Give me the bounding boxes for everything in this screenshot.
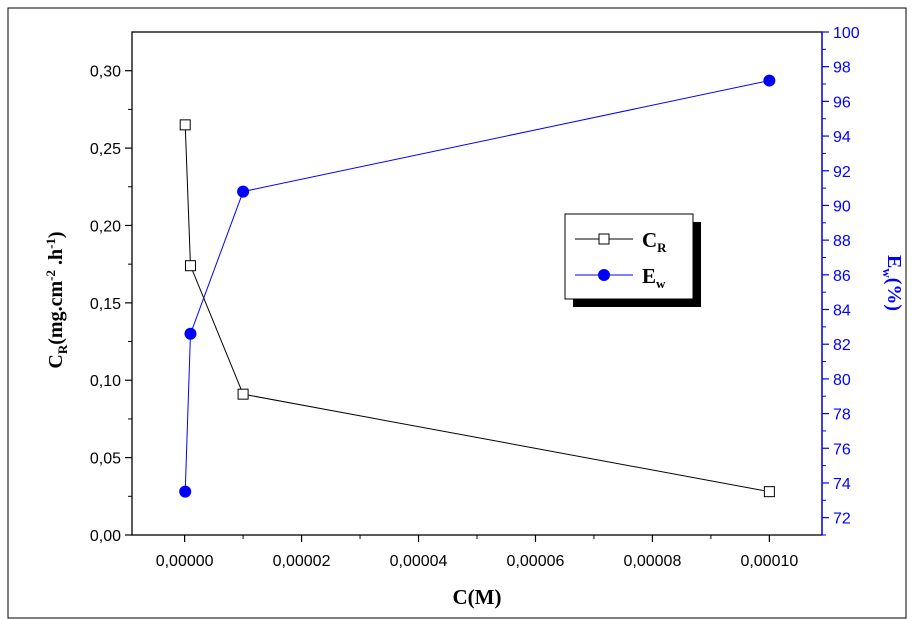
y-right-tick-label: 80	[833, 372, 851, 389]
x-axis-title: C(M)	[453, 585, 502, 609]
y-left-title-rest: (mg.cm	[45, 281, 67, 345]
data-point-cr	[237, 388, 249, 400]
x-tick-label: 0,00010	[740, 553, 798, 570]
legend: CR Ew	[564, 213, 701, 307]
y-left-tick-label: 0,00	[90, 528, 121, 545]
legend-cr-sub: R	[657, 240, 667, 255]
x-tick-label: 0,00008	[624, 553, 682, 570]
y-right-tick-label: 96	[833, 94, 851, 111]
y-right-tick-label: 88	[833, 233, 851, 250]
y-left-title-mid: .h	[45, 249, 67, 270]
y-right-tick-label: 82	[833, 337, 851, 354]
legend-cr-main: C	[642, 228, 657, 252]
x-tick-label: 0,00004	[390, 553, 448, 570]
y-right-axis: 72 74 76 78 80 82 84 86 88 90 92 94 96 98 100	[821, 25, 860, 536]
y-right-tick-label: 94	[833, 129, 851, 146]
legend-label-ew: Ew	[642, 264, 666, 291]
y-left-tick-label: 0,10	[90, 373, 121, 390]
legend-marker-cr	[598, 233, 610, 245]
y-right-tick-label: 100	[833, 25, 860, 42]
legend-ew-sub: w	[656, 276, 666, 291]
legend-ew-main: E	[642, 264, 656, 288]
y-right-tick-label: 72	[833, 511, 851, 528]
y-left-axis-title: CR(mg.cm-2 .h-1)	[43, 231, 70, 368]
y-left-axis: 0,00 0,05 0,10 0,15 0,20 0,25 0,30	[90, 64, 132, 545]
outer-frame	[7, 7, 907, 619]
y-left-tick-label: 0,20	[90, 218, 121, 235]
data-point-cr	[179, 119, 191, 131]
y-left-tick-label: 0,05	[90, 451, 121, 468]
legend-label-cr: CR	[642, 228, 667, 255]
y-left-tick-label: 0,25	[90, 141, 121, 158]
legend-marker-ew	[598, 269, 610, 281]
y-left-title-sup2: -1	[43, 238, 58, 249]
x-axis: 0,00000 0,00002 0,00004 0,00006 0,00008 0,000…	[156, 535, 798, 570]
y-right-tick-label: 90	[833, 198, 851, 215]
data-point-ew	[184, 327, 197, 340]
y-right-title-main: E	[883, 255, 905, 268]
y-left-title-end: )	[45, 231, 67, 238]
y-right-tick-label: 98	[833, 60, 851, 77]
plot-area-frame	[131, 31, 823, 536]
x-tick-label: 0,00006	[507, 553, 565, 570]
data-point-cr	[763, 486, 775, 498]
data-point-cr	[184, 260, 196, 272]
y-right-tick-label: 76	[833, 441, 851, 458]
y-right-title-rest: (%)	[883, 278, 905, 311]
y-right-title-sub: w	[880, 268, 895, 278]
legend-box	[564, 213, 694, 300]
y-left-tick-label: 0,15	[90, 296, 121, 313]
y-right-axis-title: Ew(%)	[880, 255, 905, 311]
y-left-title-main: C	[45, 354, 67, 368]
series-line-ew	[184, 80, 770, 492]
data-point-ew	[237, 185, 250, 198]
y-left-title-sub: R	[55, 344, 70, 354]
y-right-tick-label: 78	[833, 407, 851, 424]
x-tick-label: 0,00002	[273, 553, 331, 570]
y-right-tick-label: 92	[833, 164, 851, 181]
y-right-tick-label: 84	[833, 303, 851, 320]
y-right-tick-label: 86	[833, 268, 851, 285]
y-right-tick-label: 74	[833, 476, 851, 493]
data-point-ew	[179, 485, 192, 498]
data-point-ew	[763, 74, 776, 87]
series-line-cr	[184, 124, 770, 493]
y-left-title-sup1: -2	[43, 270, 58, 281]
series-layer	[179, 74, 776, 498]
y-left-tick-label: 0,30	[90, 64, 121, 81]
x-tick-label: 0,00000	[156, 553, 214, 570]
